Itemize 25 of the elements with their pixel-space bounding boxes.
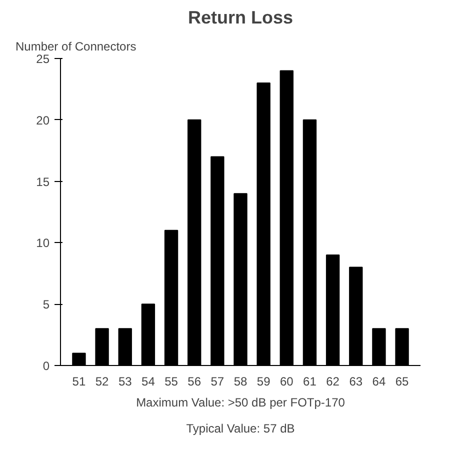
y-tick-label: 15 (36, 174, 50, 189)
x-tick-label: 52 (95, 374, 110, 388)
text: Maximum Value: >50 dB per FOTp-170 (136, 396, 346, 410)
y-tick-label: 5 (42, 298, 50, 312)
x-tick-label: 63 (349, 374, 363, 388)
text: Typical Value: 57 dB (186, 422, 295, 436)
x-tick-label: 64 (372, 374, 386, 388)
y-tick-label: 0 (42, 359, 50, 373)
y-axis-title: Number of Connectors (16, 40, 136, 54)
x-tick-label: 61 (303, 374, 317, 388)
x-tick-label: 53 (118, 374, 132, 388)
x-tick-label: 57 (210, 374, 224, 388)
x-tick-label: 59 (256, 374, 271, 388)
y-tick-label: 20 (36, 113, 50, 128)
y-tick-label: 25 (36, 52, 50, 66)
x-tick-label: 62 (326, 374, 340, 388)
x-tick-label: 55 (164, 374, 178, 388)
y-tick-label: 10 (36, 236, 50, 250)
x-tick-label: 60 (280, 374, 294, 388)
x-tick-label: 65 (395, 374, 410, 388)
x-tick-label: 51 (72, 374, 86, 388)
x-tick-label: 56 (188, 374, 202, 388)
x-tick-label: 58 (234, 374, 248, 388)
x-tick-label: 54 (142, 374, 156, 388)
chart-title: Return Loss (188, 8, 294, 28)
